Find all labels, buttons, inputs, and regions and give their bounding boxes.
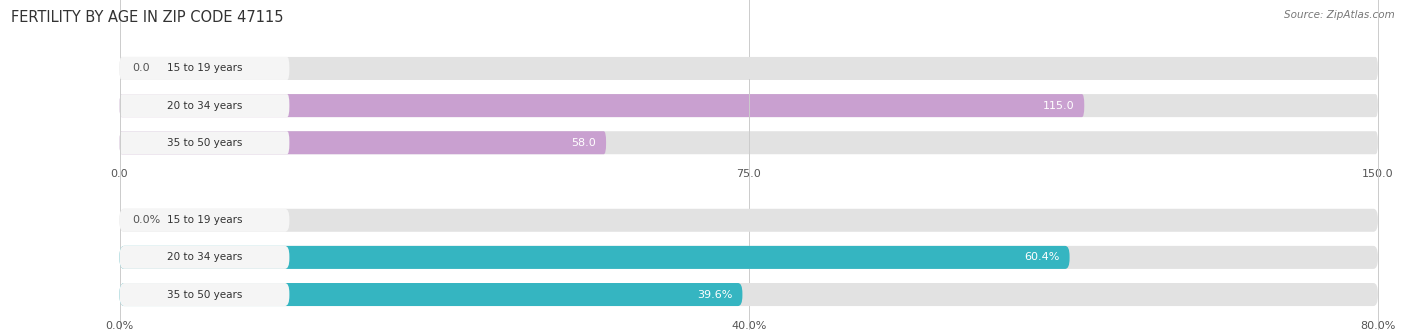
FancyBboxPatch shape bbox=[120, 283, 290, 306]
Text: 60.4%: 60.4% bbox=[1024, 252, 1060, 262]
Text: 15 to 19 years: 15 to 19 years bbox=[167, 215, 242, 225]
FancyBboxPatch shape bbox=[120, 131, 1378, 154]
Text: FERTILITY BY AGE IN ZIP CODE 47115: FERTILITY BY AGE IN ZIP CODE 47115 bbox=[11, 10, 284, 25]
Text: Source: ZipAtlas.com: Source: ZipAtlas.com bbox=[1284, 10, 1395, 20]
FancyBboxPatch shape bbox=[120, 131, 290, 154]
FancyBboxPatch shape bbox=[120, 94, 1084, 117]
Text: 115.0: 115.0 bbox=[1043, 101, 1074, 111]
FancyBboxPatch shape bbox=[120, 94, 290, 117]
Text: 20 to 34 years: 20 to 34 years bbox=[167, 101, 242, 111]
FancyBboxPatch shape bbox=[120, 283, 742, 306]
Text: 20 to 34 years: 20 to 34 years bbox=[167, 252, 242, 262]
Text: 58.0: 58.0 bbox=[571, 138, 596, 148]
Text: 0.0%: 0.0% bbox=[132, 215, 160, 225]
Text: 35 to 50 years: 35 to 50 years bbox=[167, 138, 242, 148]
Text: 15 to 19 years: 15 to 19 years bbox=[167, 63, 242, 74]
Text: 39.6%: 39.6% bbox=[697, 289, 733, 300]
FancyBboxPatch shape bbox=[120, 94, 1378, 117]
FancyBboxPatch shape bbox=[120, 246, 290, 269]
FancyBboxPatch shape bbox=[120, 246, 1378, 269]
Text: 35 to 50 years: 35 to 50 years bbox=[167, 289, 242, 300]
Text: 0.0: 0.0 bbox=[132, 63, 149, 74]
FancyBboxPatch shape bbox=[120, 209, 290, 232]
FancyBboxPatch shape bbox=[120, 283, 1378, 306]
FancyBboxPatch shape bbox=[120, 246, 1070, 269]
FancyBboxPatch shape bbox=[120, 57, 290, 80]
FancyBboxPatch shape bbox=[120, 131, 606, 154]
FancyBboxPatch shape bbox=[120, 209, 1378, 232]
FancyBboxPatch shape bbox=[120, 57, 1378, 80]
